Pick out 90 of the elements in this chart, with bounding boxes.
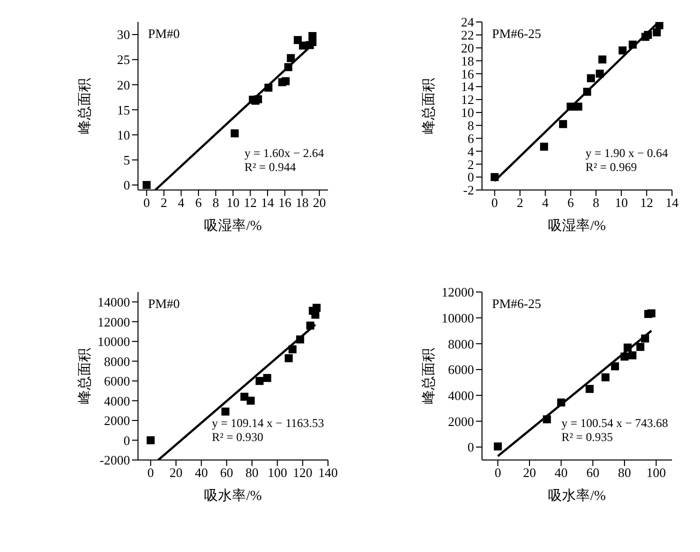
y-tick-label: 2000 xyxy=(448,414,474,429)
x-tick-label: 40 xyxy=(554,465,568,480)
x-tick-label: 14 xyxy=(666,195,679,210)
x-tick-label: 12 xyxy=(244,195,257,210)
annotation: y = 1.90 x − 0.64 xyxy=(585,146,668,160)
x-tick-label: 8 xyxy=(592,195,600,210)
x-tick-label: 140 xyxy=(318,465,338,480)
x-tick-label: 12 xyxy=(640,195,654,210)
y-tick-label: 2 xyxy=(468,156,474,172)
annotation: y = 1.60x − 2.64 xyxy=(244,146,324,160)
x-tick-label: 0 xyxy=(143,195,150,210)
x-tick-label: 20 xyxy=(312,195,326,210)
x-tick-label: 120 xyxy=(292,465,312,480)
x-tick-label: 8 xyxy=(212,195,219,210)
y-tick-label: 12 xyxy=(461,92,474,108)
y-axis-title: 峰总面积 xyxy=(420,348,437,404)
x-axis-title: 吸水率/% xyxy=(204,488,262,504)
x-tick-label: 100 xyxy=(268,465,288,480)
y-tick-label: 15 xyxy=(117,102,130,118)
y-tick-label: 25 xyxy=(117,52,130,68)
y-axis-title: 峰总面积 xyxy=(76,78,93,134)
y-tick-label: 12000 xyxy=(442,284,474,300)
x-tick-label: 80 xyxy=(246,465,258,480)
chart-title: PM#0 xyxy=(148,26,180,42)
x-tick-label: 14 xyxy=(261,195,275,210)
y-tick-label: -2 xyxy=(463,182,474,198)
x-tick-label: 16 xyxy=(278,195,292,210)
x-axis-title: 吸湿率/% xyxy=(204,218,262,234)
y-tick-label: 6000 xyxy=(448,362,474,378)
annotation: R² = 0.969 xyxy=(585,160,638,174)
annotation: R² = 0.944 xyxy=(244,160,297,174)
y-tick-label: 4000 xyxy=(104,393,130,408)
x-tick-label: 4 xyxy=(178,195,185,210)
x-tick-label: 4 xyxy=(542,195,550,210)
x-tick-label: 6 xyxy=(195,195,202,210)
y-tick-label: 0 xyxy=(124,432,130,448)
y-tick-label: 20 xyxy=(117,77,130,92)
y-tick-label: 18 xyxy=(461,53,474,68)
y-tick-label: 30 xyxy=(117,27,130,42)
y-tick-label: 5 xyxy=(124,152,130,168)
y-tick-label: 24 xyxy=(461,14,474,30)
y-tick-label: 0 xyxy=(468,440,474,455)
annotation: y = 100.54 x − 743.68 xyxy=(561,416,668,430)
x-tick-label: 10 xyxy=(614,195,628,210)
x-tick-label: 6 xyxy=(567,195,574,210)
y-tick-label: 8000 xyxy=(104,354,130,369)
x-tick-label: 60 xyxy=(586,465,600,480)
x-tick-label: 60 xyxy=(220,465,234,480)
x-axis-title: 吸湿率/% xyxy=(548,218,606,234)
annotation: y = 109.14 x − 1163.53 xyxy=(212,416,324,430)
chart-title: PM#6-25 xyxy=(492,26,542,42)
y-tick-label: 14000 xyxy=(98,294,130,310)
y-tick-label: 20 xyxy=(461,40,474,56)
y-tick-label: 4 xyxy=(468,144,474,159)
y-tick-label: 8 xyxy=(468,118,474,133)
y-tick-label: 4000 xyxy=(448,388,474,403)
y-tick-label: 8000 xyxy=(448,336,474,352)
y-tick-label: 12000 xyxy=(98,314,130,330)
x-tick-label: 20 xyxy=(170,465,182,480)
y-tick-label: 10000 xyxy=(442,310,474,326)
x-tick-label: 0 xyxy=(491,195,498,210)
y-tick-label: 22 xyxy=(461,28,474,43)
annotation: R² = 0.930 xyxy=(212,430,264,444)
x-tick-label: 80 xyxy=(618,465,631,480)
annotation: R² = 0.935 xyxy=(561,430,614,444)
y-tick-label: 0 xyxy=(468,170,474,185)
y-tick-label: 6000 xyxy=(104,374,130,389)
x-tick-label: 100 xyxy=(646,465,666,480)
y-tick-label: 10 xyxy=(117,127,130,142)
x-tick-label: 2 xyxy=(516,195,524,210)
x-axis-title: 吸水率/% xyxy=(548,488,606,504)
y-tick-label: 0 xyxy=(124,178,130,193)
y-axis-title: 峰总面积 xyxy=(420,78,437,134)
x-tick-label: 40 xyxy=(194,465,208,480)
y-axis-title: 峰总面积 xyxy=(76,348,93,404)
y-tick-label: 14 xyxy=(461,79,474,94)
y-tick-label: 10000 xyxy=(98,334,130,350)
chart-title: PM#6-25 xyxy=(492,296,542,312)
x-tick-label: 10 xyxy=(226,195,240,210)
y-tick-label: 2000 xyxy=(104,413,130,428)
x-tick-label: 20 xyxy=(523,465,536,480)
y-tick-label: -2000 xyxy=(100,452,130,468)
x-tick-label: 0 xyxy=(494,465,502,480)
y-tick-label: 6 xyxy=(468,130,474,146)
x-tick-label: 2 xyxy=(160,195,168,210)
y-tick-label: 10 xyxy=(461,105,474,120)
chart-title: PM#0 xyxy=(148,296,180,312)
y-tick-label: 16 xyxy=(461,66,474,82)
x-tick-label: 0 xyxy=(147,465,154,480)
x-tick-label: 18 xyxy=(296,195,309,210)
